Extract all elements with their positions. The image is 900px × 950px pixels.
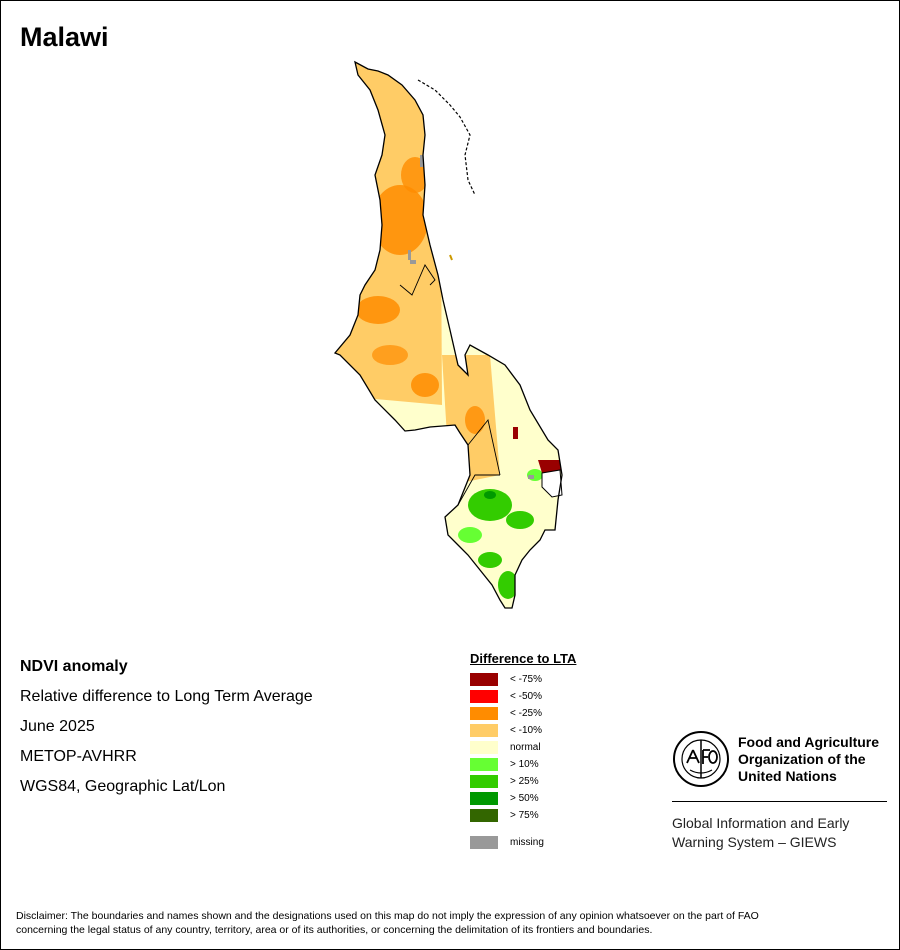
fao-name-line: Organization of the — [738, 751, 866, 767]
legend-label: < -10% — [510, 725, 542, 736]
lake-malawi-shoreline — [417, 79, 476, 196]
legend-swatch — [470, 836, 498, 849]
missing-data-patch — [408, 250, 411, 260]
legend-label: < -50% — [510, 691, 542, 702]
anomaly-dark-red-patch — [538, 460, 562, 473]
legend-label: missing — [510, 837, 544, 848]
giews-name: Global Information and Early Warning Sys… — [672, 814, 892, 852]
legend-label: < -75% — [510, 674, 542, 685]
legend-item: > 75% — [470, 807, 576, 824]
legend-item: < -50% — [470, 688, 576, 705]
fao-name: Food and Agriculture Organization of the… — [738, 734, 898, 785]
anomaly-orange-patch — [372, 185, 428, 255]
giews-name-line: Warning System – GIEWS — [672, 834, 837, 850]
sensor-name: METOP-AVHRR — [20, 748, 137, 765]
legend-swatch — [470, 775, 498, 788]
map-title: Malawi — [20, 22, 109, 52]
anomaly-orange-patch — [411, 373, 439, 397]
anomaly-dark-red-patch — [513, 427, 518, 439]
region-boundary — [399, 264, 436, 296]
fao-name-line: United Nations — [738, 768, 837, 784]
product-description: Relative difference to Long Term Average — [20, 688, 313, 705]
divider — [672, 801, 887, 802]
disclaimer-line: concerning the legal status of any count… — [16, 924, 653, 936]
legend-item: < -10% — [470, 722, 576, 739]
anomaly-green-patch — [484, 491, 496, 499]
legend-label: > 25% — [510, 776, 539, 787]
missing-data-patch — [528, 475, 534, 479]
legend-swatch — [470, 792, 498, 805]
legend-label: > 75% — [510, 810, 539, 821]
legend-swatch — [470, 707, 498, 720]
map-info: NDVI anomaly Relative difference to Long… — [20, 656, 313, 806]
legend-swatch — [470, 724, 498, 737]
anomaly-green-patch — [506, 511, 534, 529]
malawi-ndvi-map — [334, 61, 563, 609]
product-name: NDVI anomaly — [20, 658, 128, 675]
legend-items: < -75% < -50% < -25% < -10% normal > 10% > 25%… — [470, 671, 576, 824]
time-period: June 2025 — [20, 718, 95, 735]
legend-item: > 50% — [470, 790, 576, 807]
legend-label: normal — [510, 742, 541, 753]
anomaly-orange-patch — [372, 345, 408, 365]
anomaly-green-patch — [468, 489, 512, 521]
lake-island — [449, 254, 453, 261]
legend-label: > 50% — [510, 793, 539, 804]
lake-chilwa — [541, 469, 563, 498]
legend-item: normal — [470, 739, 576, 756]
legend-item-missing: missing — [470, 834, 576, 851]
legend-swatch — [470, 758, 498, 771]
disclaimer-line: Disclaimer: The boundaries and names sho… — [16, 910, 759, 922]
legend-swatch — [470, 741, 498, 754]
anomaly-orange-patch — [356, 296, 400, 324]
anomaly-green-patch — [478, 552, 502, 568]
legend-item: > 10% — [470, 756, 576, 773]
legend-item: < -25% — [470, 705, 576, 722]
legend-swatch — [470, 690, 498, 703]
fao-name-line: Food and Agriculture — [738, 734, 880, 750]
missing-data-patch — [410, 260, 416, 264]
region-boundary — [467, 418, 501, 476]
legend-item: < -75% — [470, 671, 576, 688]
missing-data-patch — [420, 155, 424, 167]
projection-info: WGS84, Geographic Lat/Lon — [20, 778, 226, 795]
legend: Difference to LTA < -75% < -50% < -25% < -1… — [470, 651, 576, 851]
legend-label: < -25% — [510, 708, 542, 719]
legend-title: Difference to LTA — [470, 651, 577, 666]
legend-swatch — [470, 673, 498, 686]
anomaly-green-patch — [498, 571, 518, 599]
region-boundary — [457, 474, 500, 506]
anomaly-orange-patch — [465, 406, 485, 434]
legend-item: > 25% — [470, 773, 576, 790]
disclaimer: Disclaimer: The boundaries and names sho… — [16, 909, 886, 937]
legend-swatch — [470, 809, 498, 822]
legend-label: > 10% — [510, 759, 539, 770]
giews-name-line: Global Information and Early — [672, 815, 850, 831]
fao-emblem-icon — [673, 731, 729, 787]
anomaly-green-patch — [458, 527, 482, 543]
